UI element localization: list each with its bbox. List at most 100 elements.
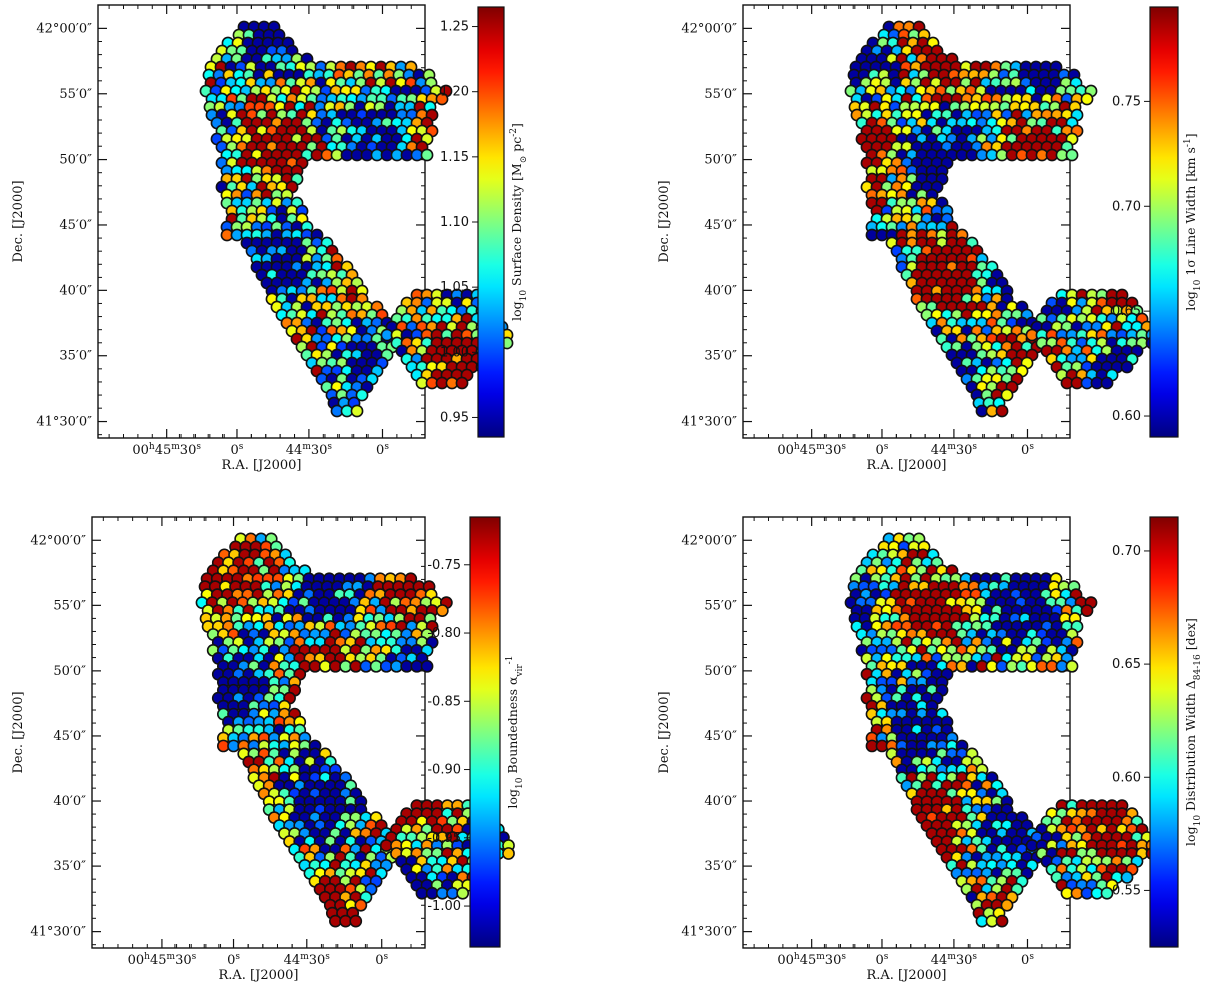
x-axis-label: R.A. [J2000] — [866, 968, 946, 983]
hex-cell — [1100, 886, 1114, 900]
panel-3: 42°00′0″ 55′0″ 50′0″ 45′0″ 40′0″ 35′0″ 41°30′0… — [11, 516, 525, 983]
panel-1: 42°00′0″ 55′0″ 50′0″ 45′0″ 40′0″ 35′0″ 41°30′0… — [11, 4, 529, 473]
colorbar-tick-label: 1.05 — [440, 280, 469, 295]
y-tick-label: 42°00′0″ — [30, 533, 86, 548]
hex-cell — [420, 148, 434, 162]
x-tick-label: 0s — [375, 952, 388, 968]
x-tick-label: 0s — [1021, 442, 1034, 458]
colorbar-tick-label: -0.85 — [427, 694, 461, 709]
hex-cell — [995, 914, 1009, 928]
y-tick-label: 55′0″ — [59, 87, 92, 102]
hex-cell — [995, 404, 1009, 418]
colorbar-tick-label: 0.60 — [1112, 770, 1141, 785]
x-tick-label: 0s — [876, 952, 889, 968]
x-tick-label: 0s — [227, 952, 240, 968]
x-tick-label: 44m30s — [931, 442, 978, 458]
y-axis-label: Dec. [J2000] — [657, 180, 672, 262]
y-tick-label: 55′0″ — [704, 598, 737, 613]
colorbar-tick-label: 1.00 — [440, 345, 469, 360]
hex-cell — [1065, 148, 1079, 162]
y-tick-label: 40′0″ — [704, 794, 737, 809]
colorbar-tick-label: 1.25 — [440, 20, 469, 35]
x-tick-label: 44m30s — [931, 952, 978, 968]
colorbar-tick-label: 0.95 — [440, 410, 469, 425]
y-tick-label: 45′0″ — [704, 729, 737, 744]
colorbar-tick-label: 0.65 — [1112, 304, 1141, 319]
colorbar-tick-label: -0.90 — [427, 763, 461, 778]
y-tick-label: 35′0″ — [59, 349, 92, 364]
y-tick-label: 50′0″ — [53, 664, 86, 679]
x-tick-label: 0s — [231, 442, 244, 458]
colorbar-tick-label: 0.60 — [1112, 409, 1141, 424]
x-axis-label: R.A. [J2000] — [221, 458, 301, 473]
hex-cell — [350, 404, 364, 418]
y-tick-label: 41°30′0″ — [681, 925, 737, 940]
hex-cell — [420, 659, 434, 673]
colorbar — [1149, 6, 1179, 438]
y-tick-label: 40′0″ — [704, 283, 737, 298]
y-axis-label: Dec. [J2000] — [657, 691, 672, 773]
colorbar-tick-label: -0.95 — [427, 831, 461, 846]
colorbar-tick-label: 0.70 — [1112, 199, 1141, 214]
y-tick-label: 41°30′0″ — [30, 925, 86, 940]
x-tick-label: 00h45m30s — [777, 952, 846, 968]
x-tick-label: 44m30s — [284, 952, 331, 968]
x-tick-label: 0s — [1021, 952, 1034, 968]
x-tick-label: 44m30s — [286, 442, 333, 458]
panel-2: 42°00′0″ 55′0″ 50′0″ 45′0″ 40′0″ 35′0″ 41°30′0… — [657, 4, 1203, 473]
hex-cell — [1120, 870, 1134, 884]
colorbar-tick-label: 0.55 — [1112, 883, 1141, 898]
y-tick-label: 45′0″ — [59, 218, 92, 233]
y-tick-label: 55′0″ — [704, 87, 737, 102]
y-tick-label: 42°00′0″ — [681, 533, 737, 548]
y-axis-label: Dec. [J2000] — [11, 691, 26, 773]
y-tick-label: 41°30′0″ — [36, 415, 92, 430]
hex-cell — [455, 376, 469, 390]
colorbar-tick-label: 1.15 — [440, 150, 469, 165]
x-tick-label: 0s — [876, 442, 889, 458]
y-tick-label: 50′0″ — [704, 664, 737, 679]
y-tick-label: 50′0″ — [704, 153, 737, 168]
colorbar — [469, 516, 501, 948]
hex-cell — [1120, 360, 1134, 374]
y-tick-label: 40′0″ — [53, 794, 86, 809]
y-tick-label: 45′0″ — [53, 729, 86, 744]
colorbar — [1149, 516, 1179, 948]
colorbar — [477, 6, 505, 438]
hex-cell — [1080, 604, 1094, 617]
y-tick-label: 50′0″ — [59, 153, 92, 168]
hex-cell — [1100, 376, 1114, 390]
y-tick-label: 42°00′0″ — [681, 21, 737, 36]
colorbar-label: log10 Distribution Width Δ84-16 [dex] — [1183, 618, 1203, 846]
colorbar-tick-label: -1.00 — [427, 899, 461, 914]
colorbar-label: log10 1σ Line Width [km s-1] — [1183, 133, 1203, 310]
panel-4: 42°00′0″ 55′0″ 50′0″ 45′0″ 40′0″ 35′0″ 41°30′0… — [657, 516, 1203, 983]
x-axis-label: R.A. [J2000] — [218, 968, 298, 983]
hex-cell — [1080, 92, 1094, 106]
colorbar-tick-label: 0.75 — [1112, 94, 1141, 109]
colorbar-tick-label: -0.80 — [427, 626, 461, 641]
y-tick-label: 41°30′0″ — [681, 415, 737, 430]
colorbar-tick-label: 1.20 — [440, 85, 469, 100]
hex-cell — [456, 886, 470, 900]
colorbar-tick-label: 1.10 — [440, 215, 469, 230]
x-tick-label: 00h45m30s — [777, 442, 846, 458]
x-tick-label: 0s — [376, 442, 389, 458]
colorbar-tick-label: -0.75 — [427, 558, 461, 573]
y-tick-label: 35′0″ — [704, 859, 737, 874]
x-axis-label: R.A. [J2000] — [866, 458, 946, 473]
y-axis-label: Dec. [J2000] — [11, 180, 26, 262]
y-tick-label: 35′0″ — [704, 349, 737, 364]
colorbar-tick-label: 0.70 — [1112, 544, 1141, 559]
hex-cell — [1000, 388, 1014, 402]
x-tick-label: 00h45m30s — [128, 952, 197, 968]
hex-cell — [1065, 659, 1079, 673]
colorbar-label: log10 Surface Density [M⊙ pc-2] — [509, 123, 529, 321]
hex-cell — [435, 92, 449, 106]
hex-cell — [502, 847, 515, 860]
hex-cell — [349, 914, 363, 928]
y-tick-label: 40′0″ — [59, 283, 92, 298]
y-tick-label: 45′0″ — [704, 218, 737, 233]
y-tick-label: 42°00′0″ — [36, 21, 92, 36]
